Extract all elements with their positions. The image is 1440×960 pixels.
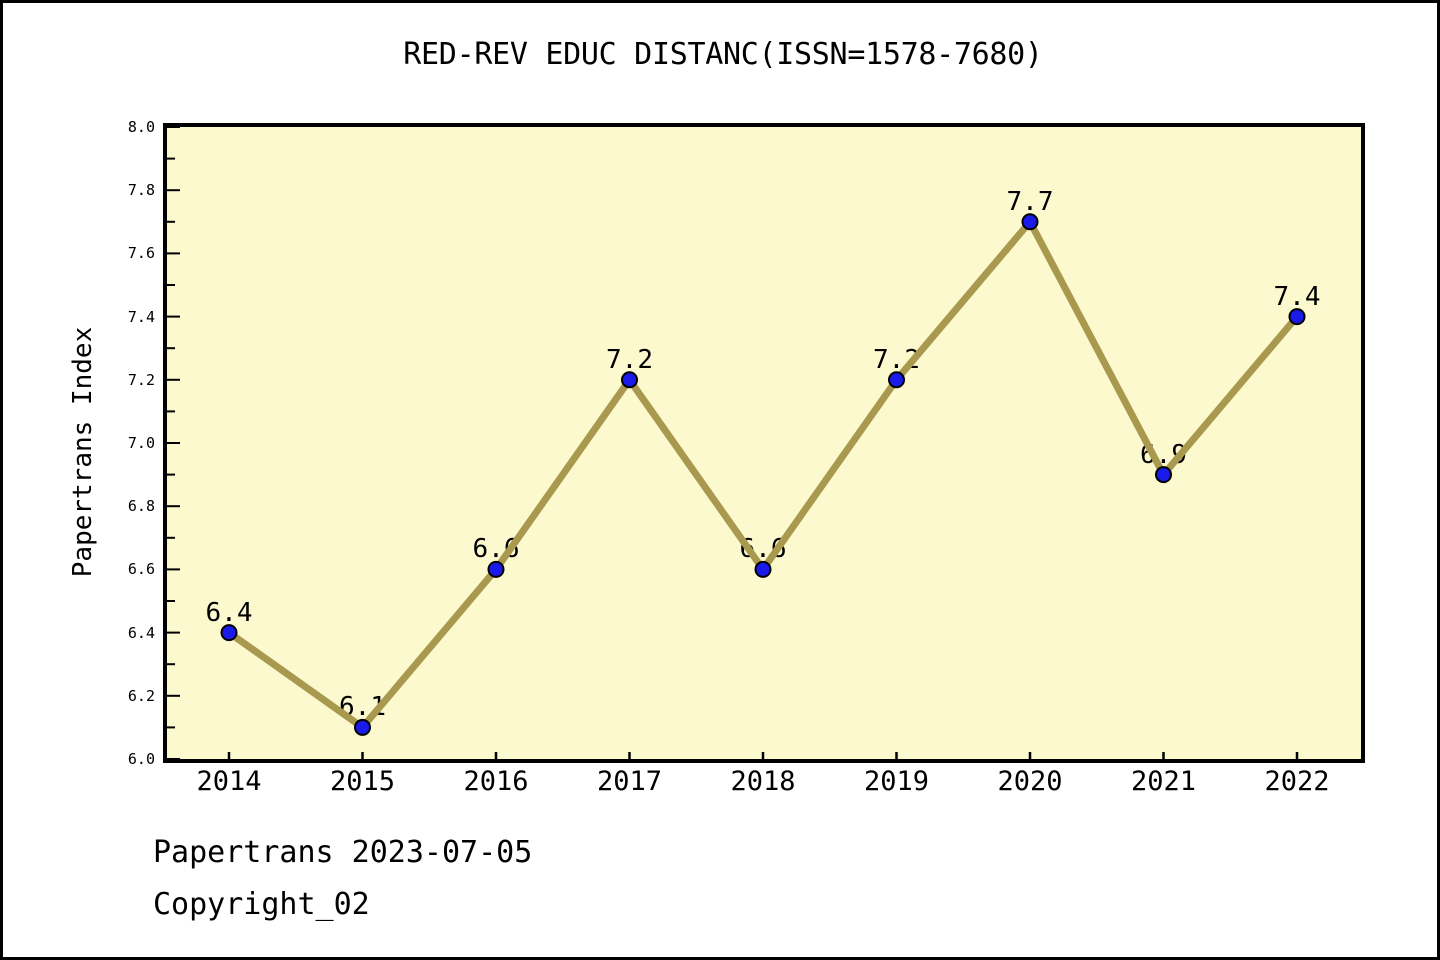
- y-axis-tick-label: 6.8: [127, 497, 155, 516]
- y-axis-tick-label: 7.2: [127, 370, 155, 389]
- data-point-marker: [621, 371, 638, 389]
- data-point-marker: [487, 560, 505, 578]
- x-axis-tick-label: 2015: [329, 766, 396, 797]
- y-axis-tick-label: 6.0: [127, 750, 155, 768]
- point-value-label: 7.7: [1006, 186, 1054, 217]
- y-axis-tick-label: 6.2: [127, 686, 155, 705]
- x-axis-tick-label: 2021: [1130, 766, 1197, 797]
- x-axis-tick-label: 2016: [463, 766, 529, 797]
- footer-source-date: Papertrans 2023-07-05: [153, 835, 533, 870]
- plot-area: 6.4 6.1 6.6 7.2 6.6 7.2 7.7 6.9 7.4: [163, 123, 1365, 763]
- y-axis-tick-label: 7.8: [127, 181, 155, 200]
- data-point-marker: [1021, 213, 1039, 231]
- point-value-label: 6.4: [205, 597, 253, 628]
- x-axis-tick-label: 2022: [1264, 766, 1330, 797]
- y-axis-tick-label: 7.0: [127, 434, 155, 452]
- x-axis-tick-label: 2017: [596, 766, 663, 797]
- data-point-marker: [354, 718, 371, 736]
- chart-title: RED-REV EDUC DISTANC(ISSN=1578-7680): [403, 37, 1043, 72]
- y-axis-tick-label: 6.6: [127, 560, 155, 579]
- data-point-marker: [754, 560, 772, 578]
- line-series-svg: [167, 126, 1306, 760]
- point-value-label: 7.2: [606, 344, 653, 375]
- x-axis-tick-label: 2014: [196, 766, 262, 797]
- y-axis-tick-label: 6.4: [127, 623, 155, 642]
- x-axis-tick-label: 2020: [997, 766, 1063, 797]
- series-line: [225, 218, 1301, 731]
- footer-copyright: Copyright_02: [153, 887, 370, 922]
- data-point-marker: [1288, 308, 1306, 326]
- x-axis-tick-label: 2019: [863, 766, 930, 797]
- data-point-marker: [888, 371, 905, 389]
- y-axis-tick-label: 8.0: [127, 118, 155, 136]
- y-axis-tick-label: 7.4: [127, 307, 155, 326]
- data-point-marker: [220, 624, 238, 642]
- point-value-label: 7.4: [1273, 281, 1321, 312]
- data-point-marker: [1155, 466, 1172, 484]
- y-axis-tick-label: 7.6: [127, 244, 155, 263]
- x-axis-tick-label: 2018: [730, 766, 796, 797]
